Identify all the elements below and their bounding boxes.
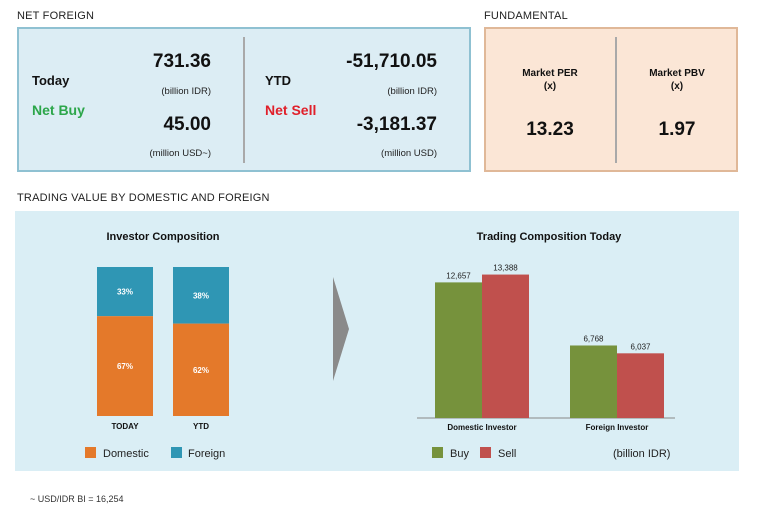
- x-tick-label-0: Domestic Investor: [447, 423, 516, 432]
- fundamental-title: FUNDAMENTAL: [484, 10, 568, 22]
- per-label: Market PER (x): [500, 67, 600, 93]
- trading-composition-chart: Trading Composition Today 12,657 13,388 Dom…: [417, 231, 675, 460]
- today-value-usd: 45.00: [163, 114, 211, 135]
- investor-composition-chart: Investor Composition 33% 67% TODAY 38% 62% YTD…: [85, 231, 229, 460]
- today-status: Net Buy: [32, 102, 85, 118]
- net-foreign-panel: Today Net Buy 731.36 (billion IDR) 45.00…: [17, 27, 471, 172]
- x-tick-label-0: TODAY: [111, 422, 139, 431]
- buy-data-label-1: 6,768: [583, 334, 604, 343]
- pbv-label-line2: (x): [670, 81, 684, 92]
- per-value: 13.23: [526, 119, 574, 140]
- net-foreign-divider: [243, 37, 245, 163]
- ytd-unit-usd: (million USD): [381, 148, 437, 159]
- sell-bar-0: [482, 274, 529, 418]
- buy-bar-0: [435, 282, 482, 418]
- pbv-value: 1.97: [658, 119, 696, 140]
- arrow-divider: [333, 277, 349, 381]
- foreign-data-label-1: 38%: [193, 291, 209, 300]
- sell-data-label-0: 13,388: [493, 264, 518, 273]
- ytd-status: Net Sell: [265, 102, 317, 118]
- x-tick-label-1: Foreign Investor: [586, 423, 649, 432]
- trading-chart-title: Trading Composition Today: [477, 231, 623, 243]
- legend-label-domestic: Domestic: [103, 448, 149, 460]
- fundamental-panel: Market PER (x) 13.23 Market PBV (x) 1.97: [484, 27, 738, 172]
- domestic-bar-0: [97, 316, 153, 416]
- sell-bar-1: [617, 353, 664, 418]
- per-label-line2: (x): [543, 81, 557, 92]
- today-value-idr: 731.36: [152, 51, 211, 72]
- buy-bar-1: [570, 345, 617, 418]
- domestic-data-label-1: 62%: [193, 366, 209, 375]
- trading-charts-svg: Investor Composition 33% 67% TODAY 38% 62% YTD…: [85, 231, 675, 460]
- pbv-label-line1: Market PBV: [649, 68, 705, 79]
- ytd-label: YTD: [265, 73, 291, 88]
- today-unit-idr: (billion IDR): [161, 86, 211, 97]
- ytd-value-idr: -51,710.05: [346, 51, 437, 72]
- foreign-data-label-0: 33%: [117, 288, 133, 297]
- domestic-bar-1: [173, 323, 229, 416]
- foreign-bar-1: [173, 267, 229, 324]
- net-foreign-title: NET FOREIGN: [17, 10, 95, 22]
- sell-data-label-1: 6,037: [630, 342, 651, 351]
- legend-swatch-domestic: [85, 447, 96, 458]
- per-label-line1: Market PER: [522, 68, 578, 79]
- legend-swatch-sell: [480, 447, 491, 458]
- legend-label-sell: Sell: [498, 448, 516, 460]
- buy-data-label-0: 12,657: [446, 271, 471, 280]
- legend-swatch-foreign: [171, 447, 182, 458]
- domestic-data-label-0: 67%: [117, 362, 133, 371]
- pbv-label: Market PBV (x): [627, 67, 727, 93]
- legend-label-buy: Buy: [450, 448, 469, 460]
- legend-swatch-buy: [432, 447, 443, 458]
- unit-note: (billion IDR): [613, 448, 670, 460]
- today-label: Today: [32, 73, 70, 88]
- ytd-value-usd: -3,181.37: [356, 114, 437, 135]
- trading-section-title: TRADING VALUE BY DOMESTIC AND FOREIGN: [17, 192, 270, 204]
- investor-chart-title: Investor Composition: [106, 231, 219, 243]
- today-unit-usd: (million USD~): [149, 148, 212, 159]
- legend-label-foreign: Foreign: [188, 448, 225, 460]
- x-tick-label-1: YTD: [193, 422, 209, 431]
- fundamental-divider: [615, 37, 617, 163]
- ytd-unit-idr: (billion IDR): [387, 86, 437, 97]
- footnote: ~ USD/IDR BI = 16,254: [30, 494, 124, 504]
- foreign-bar-0: [97, 267, 153, 317]
